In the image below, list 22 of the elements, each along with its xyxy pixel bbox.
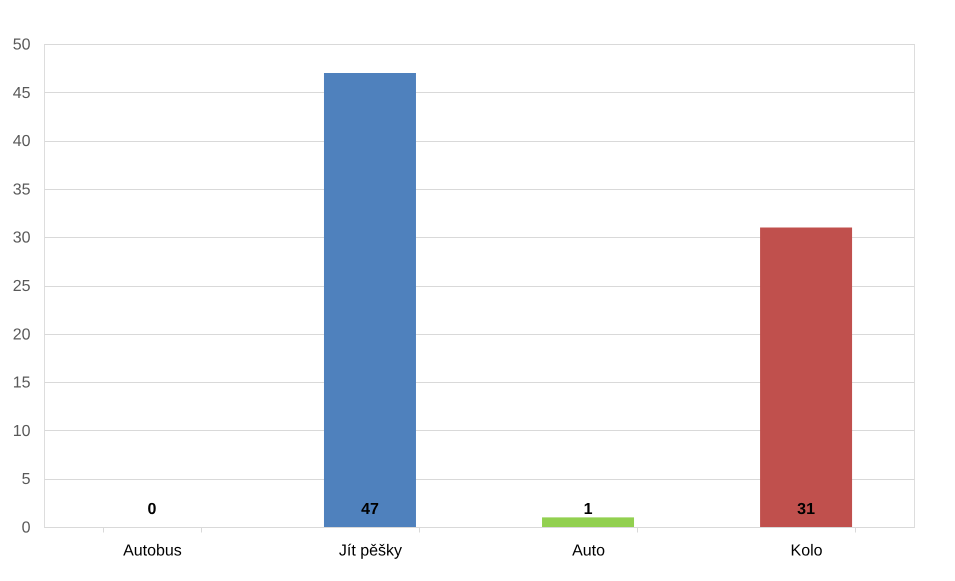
- bar: [542, 517, 634, 527]
- data-label: 1: [584, 501, 593, 518]
- y-tick-label: 0: [22, 520, 31, 536]
- data-label: 47: [361, 501, 379, 518]
- bar: [760, 228, 852, 527]
- y-tick-label: 35: [12, 181, 31, 198]
- y-tick-label: 45: [12, 84, 31, 102]
- data-label: 0: [147, 501, 156, 518]
- y-tick-label: 15: [12, 374, 31, 392]
- x-tick-label: Autobus: [123, 542, 182, 560]
- y-tick-label: 40: [12, 133, 31, 150]
- y-tick-label: 25: [12, 278, 31, 295]
- x-tick-label: Kolo: [790, 542, 823, 560]
- y-tick-label: 30: [12, 230, 31, 247]
- x-tick-label: Auto: [572, 542, 606, 560]
- y-tick-label: 50: [12, 36, 31, 54]
- bar: [324, 72, 416, 527]
- y-tick-label: 5: [22, 471, 31, 488]
- data-label: 31: [797, 501, 816, 518]
- y-tick-label: 10: [12, 422, 31, 440]
- x-tick-label: Jít pěšky: [338, 542, 402, 560]
- y-tick-label: 20: [12, 326, 31, 344]
